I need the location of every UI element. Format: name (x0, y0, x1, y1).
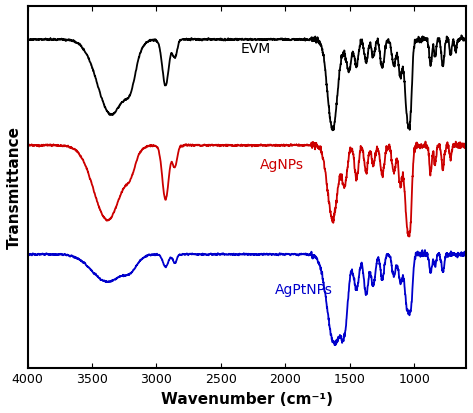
Y-axis label: Transmittance: Transmittance (7, 126, 22, 249)
X-axis label: Wavenumber (cm⁻¹): Wavenumber (cm⁻¹) (161, 391, 333, 406)
Text: AgPtNPs: AgPtNPs (275, 282, 333, 296)
Text: AgNPs: AgNPs (260, 158, 304, 172)
Text: EVM: EVM (240, 42, 271, 56)
